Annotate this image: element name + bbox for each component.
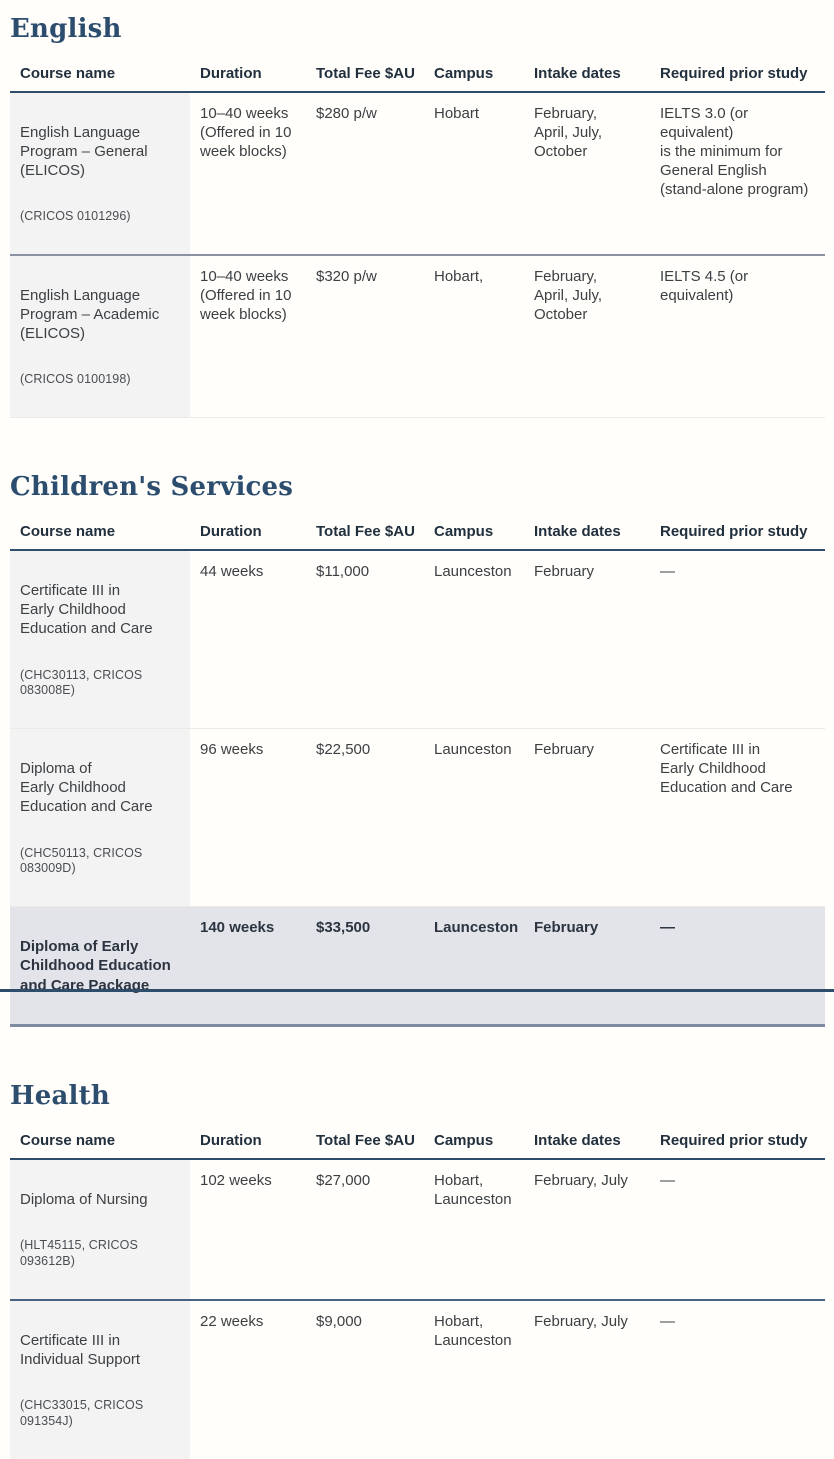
table-row: Certificate III in Early Childhood Educa… (10, 551, 825, 729)
column-header-duration: Duration (200, 523, 262, 541)
intake-cell: February (534, 563, 595, 581)
campus-cell: Launceston (434, 741, 512, 759)
duration-cell: 22 weeks (200, 1312, 264, 1330)
table-row: English Language Program – Academic (ELI… (10, 254, 825, 418)
fee-cell: $9,000 (316, 1312, 362, 1330)
cricos-code: (CRICOS 0101296) (20, 209, 131, 224)
column-header-course: Course name (20, 523, 116, 541)
course-fees-page: English Course name Duration Total Fee $… (0, 14, 834, 1459)
intake-cell: February (534, 919, 599, 937)
fee-cell: $22,500 (316, 741, 371, 759)
table-row: Diploma of Nursing (HLT45115, CRICOS 093… (10, 1159, 825, 1299)
section-title: Children's Services (10, 472, 294, 503)
column-header-course: Course name (20, 65, 116, 82)
cricos-code: (CRICOS 0100198) (20, 372, 131, 387)
campus-cell: Launceston (434, 919, 519, 937)
column-header-intake: Intake dates (534, 1131, 621, 1149)
column-header-fee: Total Fee $AU (316, 1131, 415, 1149)
cricos-code: (HLT45115, CRICOS 093612B) (20, 1237, 138, 1268)
table-row: Certificate III in Individual Support (C… (10, 1298, 825, 1459)
fee-cell: $320 p/w (316, 268, 377, 286)
course-name: English Language Program – General (ELIC… (20, 124, 148, 180)
cricos-code: (CHC33015, CRICOS 091354J) (20, 1397, 144, 1428)
course-name-cell: English Language Program – General (ELIC… (10, 93, 190, 255)
table-header-row: Course name Duration Total Fee $AU Campu… (10, 1126, 825, 1160)
column-header-intake: Intake dates (534, 65, 621, 82)
column-header-campus: Campus (434, 1131, 494, 1149)
intake-cell: February, July (534, 1171, 628, 1189)
course-name-cell: Diploma of Early Childhood Education and… (10, 729, 190, 907)
intake-cell: February (534, 741, 595, 759)
duration-cell: 102 weeks (200, 1171, 272, 1189)
section-english: English Course name Duration Total Fee $… (10, 14, 825, 419)
fee-cell: $33,500 (316, 919, 371, 937)
table-row: Diploma of Early Childhood Education and… (10, 728, 825, 907)
prior-study-cell: Certificate III in Early Childhood Educa… (660, 741, 793, 797)
course-name-cell: Diploma of Nursing (HLT45115, CRICOS 093… (10, 1159, 190, 1299)
table-header-row: Course name Duration Total Fee $AU Campu… (10, 517, 825, 552)
table-row: English Language Program – General (ELIC… (10, 93, 825, 255)
campus-cell: Hobart (434, 105, 480, 122)
intake-cell: February, April, July, October (534, 105, 603, 161)
fee-cell: $11,000 (316, 563, 370, 581)
column-header-fee: Total Fee $AU (316, 523, 415, 541)
course-name-cell: Diploma of Early Childhood Education and… (10, 907, 190, 1023)
duration-cell: 10–40 weeks (Offered in 10 week blocks) (200, 268, 292, 324)
table-row-highlighted-package: Diploma of Early Childhood Education and… (10, 906, 825, 1027)
column-header-course: Course name (20, 1131, 116, 1149)
prior-study-cell: — (660, 563, 675, 581)
course-name-cell: Certificate III in Early Childhood Educa… (10, 551, 190, 729)
campus-cell: Hobart, Launceston (434, 1312, 512, 1349)
section-title: English (10, 14, 122, 44)
column-header-duration: Duration (200, 1131, 262, 1149)
campus-cell: Launceston (434, 563, 512, 581)
intake-cell: February, April, July, October (534, 268, 603, 324)
course-name: Certificate III in Early Childhood Educa… (20, 582, 153, 638)
prior-study-cell: — (660, 1312, 675, 1330)
table-bottom-rule (10, 417, 825, 419)
section-title: Health (10, 1080, 110, 1111)
course-name: Diploma of Early Childhood Education and… (20, 938, 171, 994)
campus-cell: Hobart, (434, 268, 484, 286)
column-header-prior: Required prior study (660, 1131, 808, 1149)
course-name: Diploma of Nursing (20, 1190, 148, 1208)
prior-study-cell: IELTS 3.0 (or equivalent) is the minimum… (660, 105, 809, 199)
prior-study-cell: — (660, 919, 675, 937)
prior-study-cell: — (660, 1171, 675, 1189)
column-header-duration: Duration (200, 65, 262, 82)
intake-cell: February, July (534, 1312, 628, 1330)
course-name: English Language Program – Academic (ELI… (20, 287, 160, 343)
cricos-code: (CHC30113, CRICOS 083008E) (20, 667, 143, 698)
course-name: Certificate III in Individual Support (20, 1331, 141, 1368)
column-header-campus: Campus (434, 523, 494, 541)
course-table: Course name Duration Total Fee $AU Campu… (10, 59, 825, 419)
campus-cell: Hobart, Launceston (434, 1171, 512, 1208)
course-name-cell: English Language Program – Academic (ELI… (10, 256, 190, 418)
section-health: Health Course name Duration Total Fee $A… (10, 1081, 825, 1459)
course-name: Diploma of Early Childhood Education and… (20, 760, 153, 816)
table-header-row: Course name Duration Total Fee $AU Campu… (10, 59, 825, 93)
course-name-cell: Certificate III in Individual Support (C… (10, 1300, 190, 1459)
prior-study-cell: IELTS 4.5 (or equivalent) (660, 268, 749, 305)
page-bottom-rule (0, 989, 834, 992)
column-header-campus: Campus (434, 65, 494, 82)
column-header-intake: Intake dates (534, 523, 621, 541)
duration-cell: 44 weeks (200, 563, 264, 581)
course-table: Course name Duration Total Fee $AU Campu… (10, 517, 825, 1027)
cricos-code: (CHC50113, CRICOS 083009D) (20, 845, 143, 876)
fee-cell: $280 p/w (316, 105, 377, 122)
duration-cell: 140 weeks (200, 919, 275, 937)
duration-cell: 96 weeks (200, 741, 264, 759)
column-header-prior: Required prior study (660, 65, 808, 82)
fee-cell: $27,000 (316, 1171, 371, 1189)
section-childrens-services: Children's Services Course name Duration… (10, 472, 825, 1027)
column-header-prior: Required prior study (660, 523, 808, 541)
column-header-fee: Total Fee $AU (316, 65, 415, 82)
course-table: Course name Duration Total Fee $AU Campu… (10, 1126, 825, 1459)
duration-cell: 10–40 weeks (Offered in 10 week blocks) (200, 105, 292, 161)
